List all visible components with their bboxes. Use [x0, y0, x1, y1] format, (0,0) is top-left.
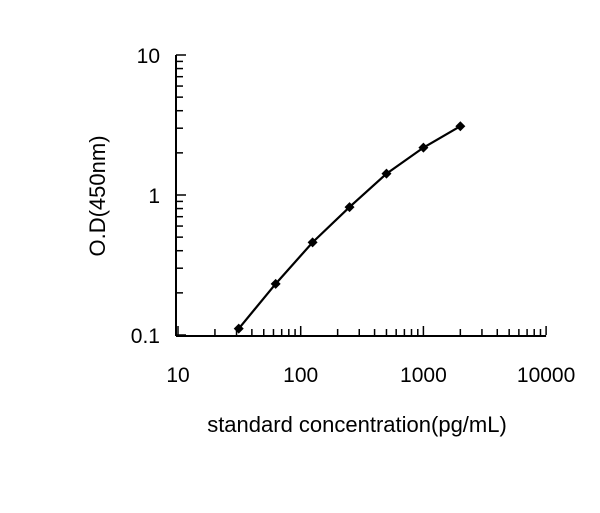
data-point	[418, 142, 429, 153]
axes	[175, 54, 547, 337]
data-point	[381, 168, 392, 179]
series-line	[237, 125, 461, 330]
data-point	[307, 237, 318, 248]
data-point	[270, 278, 281, 289]
y-tick-label: 1	[148, 185, 160, 208]
x-tick-label: 100	[283, 364, 318, 387]
data-point	[455, 121, 466, 132]
x-axis-label: standard concentration(pg/mL)	[207, 412, 507, 437]
y-axis-label: O.D(450nm)	[85, 135, 110, 256]
x-tick-label: 1000	[400, 364, 447, 387]
y-tick-label: 0.1	[131, 325, 160, 348]
series	[233, 121, 466, 334]
data-point	[233, 323, 244, 334]
x-tick-label: 10	[166, 364, 189, 387]
y-tick-label: 10	[137, 45, 160, 68]
x-tick-label: 10000	[517, 364, 575, 387]
data-point	[344, 202, 355, 213]
tick-labels: 10 100 1000 10000 0.1 1 10	[131, 45, 576, 387]
